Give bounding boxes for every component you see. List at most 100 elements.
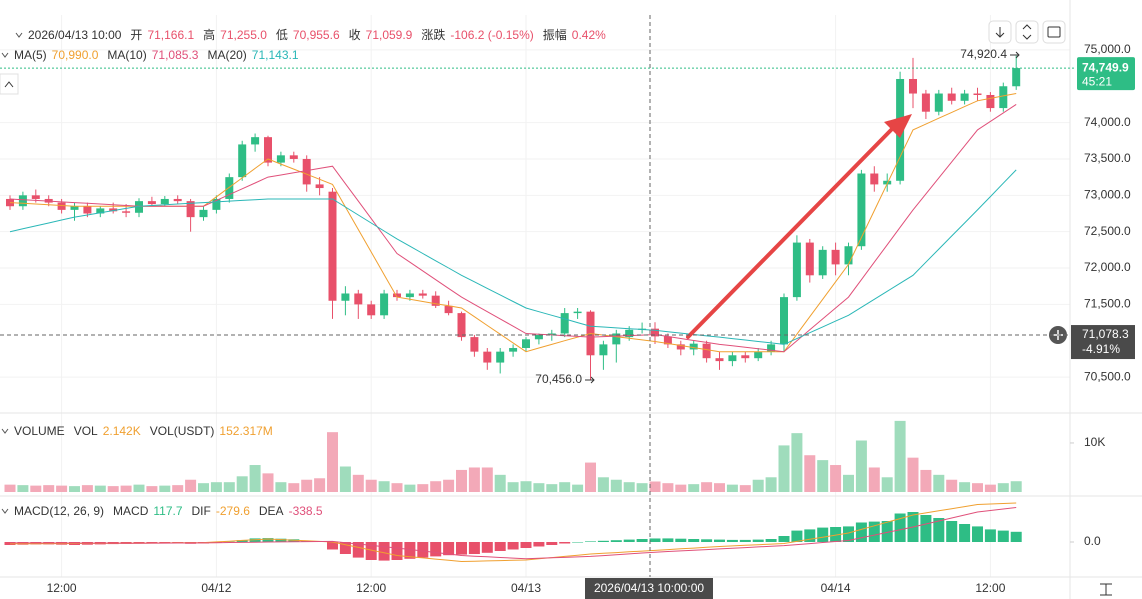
volume-bar (688, 484, 700, 492)
collapse-button[interactable] (0, 73, 19, 95)
volume-bar (172, 485, 184, 492)
volume-bar (649, 481, 661, 492)
candle-body (509, 348, 518, 352)
high-label-arrow (1015, 51, 1020, 59)
volume-bar (352, 474, 364, 492)
legend-time: 2026/04/13 10:00 (28, 27, 122, 42)
macd-legend: MACD(12, 26, 9) MACD 117.7 DIF -279.6 DEA -3… (0, 504, 332, 518)
volume-legend: VOLUME VOL 2.142K VOL(USDT) 152.317M (0, 424, 282, 438)
fit-button[interactable] (1015, 20, 1039, 44)
legend-label: 振幅 (542, 28, 567, 42)
candle-body (418, 293, 427, 296)
candle-body (573, 311, 582, 314)
candle-body (199, 209, 208, 218)
legend-label: 高 (203, 28, 216, 42)
macd-title: MACD(12, 26, 9) (14, 504, 105, 518)
volume-bar (610, 479, 622, 492)
volume-bar (314, 478, 326, 492)
legend-value: 71,085.3 (151, 48, 199, 62)
volume-bar (817, 460, 829, 492)
y-tick-label: 0.0 (1084, 534, 1101, 548)
crosshair-change: -4.91% (1082, 342, 1120, 356)
candle-body (651, 328, 659, 337)
candle-body (870, 173, 879, 185)
candle-body (289, 155, 298, 159)
candle-body (264, 137, 272, 163)
y-tick-label: 74,000.0 (1084, 115, 1131, 129)
volume-bar (4, 484, 16, 492)
x-tick-label: 12:00 (975, 581, 1005, 595)
legend-value: 71,166.1 (147, 27, 195, 42)
chevron-icon (1, 508, 9, 514)
fullscreen-button[interactable] (1042, 20, 1066, 44)
volume-bar (56, 485, 68, 492)
macd-bar (675, 538, 687, 542)
macd-bar (365, 542, 377, 560)
candle-body (328, 191, 337, 301)
candle-body (754, 351, 763, 359)
candle-body (470, 337, 479, 352)
macd-bar (791, 530, 803, 542)
macd-bar (649, 538, 661, 542)
volume-bar (623, 482, 635, 492)
legend-value: -106.2 (-0.15%) (450, 27, 534, 42)
candle-body (70, 206, 79, 210)
low-label: 70,456.0 (535, 372, 582, 386)
legend-value: 152.317M (219, 424, 273, 438)
volume-bar (585, 462, 596, 492)
candle-body (83, 206, 92, 214)
candle-body (431, 295, 440, 306)
volume-bar (572, 484, 584, 492)
candle-body (315, 184, 324, 189)
macd-bar (881, 521, 893, 542)
candle-body (302, 158, 311, 185)
volume-bar (185, 479, 197, 492)
candle-body (818, 249, 827, 276)
volume-bar (430, 481, 442, 492)
candle-body (625, 329, 634, 338)
volume-bar (520, 481, 532, 492)
legend-value: 70,990.0 (51, 48, 99, 62)
macd-bar (520, 542, 532, 548)
y-tick-label: 70,500.0 (1084, 369, 1131, 383)
candle-body (689, 343, 698, 350)
last-price-box (1077, 57, 1135, 91)
candle-body (973, 93, 982, 95)
volume-bar (94, 485, 106, 492)
candle-body (792, 242, 801, 298)
axis-reset-icon[interactable] (1100, 583, 1112, 596)
macd-bar (352, 542, 364, 558)
macd-bar (456, 542, 467, 555)
marks-layer (4, 55, 1022, 563)
candle-body (122, 211, 131, 213)
volume-bar (946, 479, 958, 492)
candle-body (225, 177, 234, 199)
volume-bar (636, 483, 648, 492)
macd-bar (378, 542, 390, 561)
macd-line (10, 507, 1017, 560)
candle-body (767, 344, 776, 352)
legend-value: 117.7 (153, 504, 183, 518)
volume-bar (701, 482, 713, 492)
toolbar (988, 20, 1066, 44)
volume-bar (30, 485, 42, 492)
legend-value: 0.42% (571, 27, 606, 42)
volume-bar (133, 484, 145, 492)
volume-bar (468, 467, 480, 492)
candle-body (960, 93, 969, 101)
volume-title: VOLUME (14, 424, 65, 438)
candle-body (805, 242, 814, 276)
volume-bar (378, 481, 390, 492)
candle-body (534, 334, 543, 340)
crosshair-time: 2026/04/13 10:00:00 (594, 581, 704, 595)
ohlc-legend: 2026/04/13 10:00 开 71,166.1 高 71,255.0 低 70… (14, 26, 615, 43)
volume-bar (443, 479, 455, 492)
candle-body (676, 344, 685, 350)
candle-body (934, 93, 943, 112)
macd-bar (443, 542, 455, 556)
candle-body (483, 351, 492, 363)
candle-body (251, 137, 260, 145)
legend-label: 低 (275, 28, 288, 42)
